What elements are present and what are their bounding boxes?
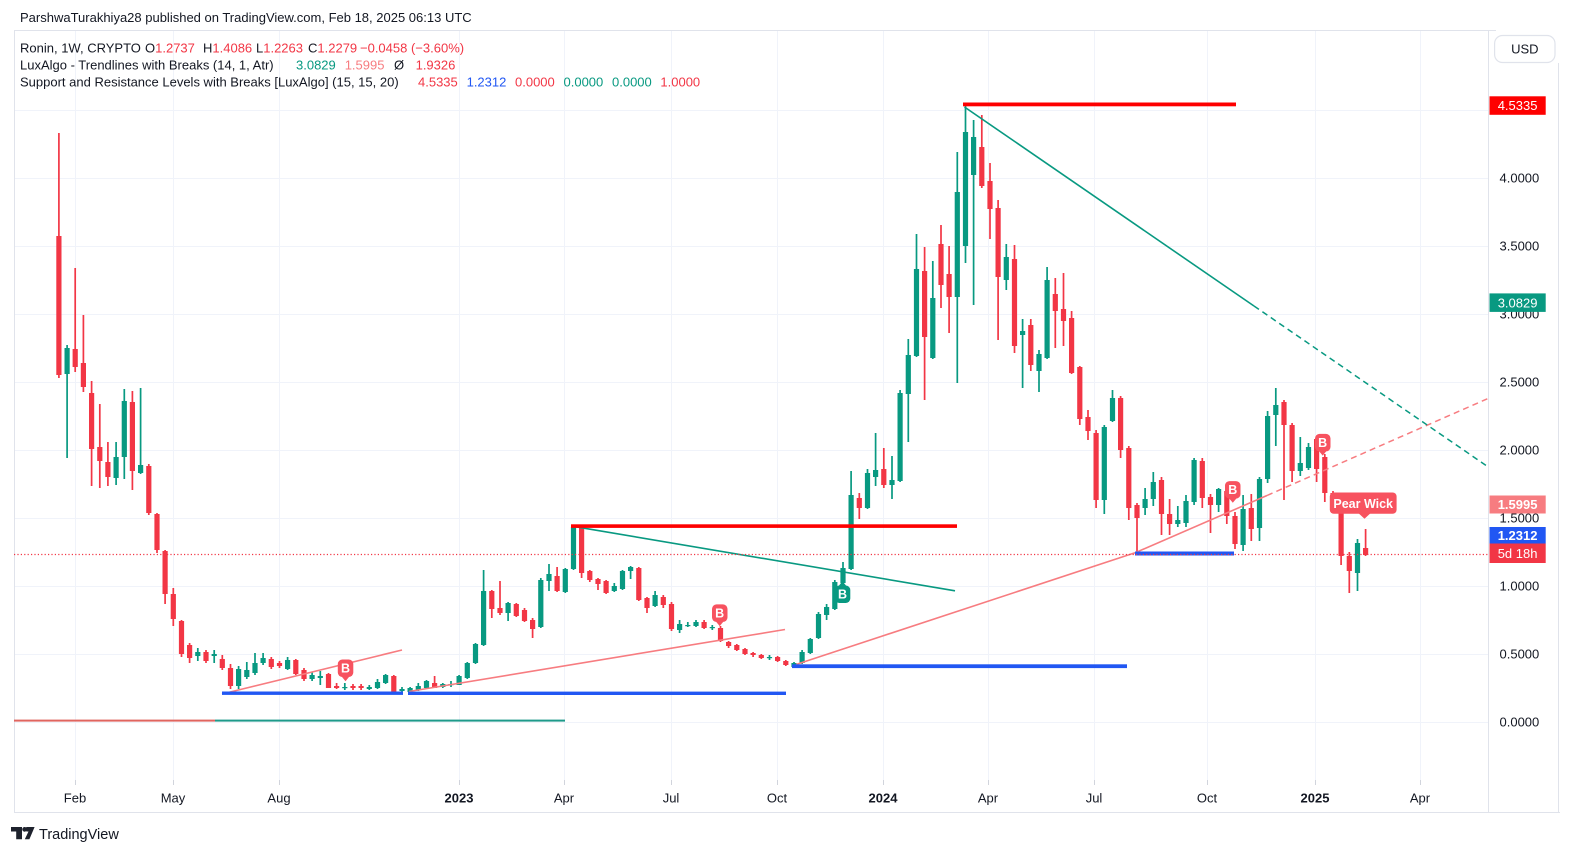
svg-text:Apr: Apr <box>554 791 575 806</box>
svg-text:1.2312: 1.2312 <box>1498 528 1538 543</box>
svg-text:B: B <box>715 606 724 620</box>
svg-text:TradingView: TradingView <box>39 827 119 843</box>
svg-text:B: B <box>838 588 847 602</box>
svg-text:Jul: Jul <box>1086 791 1103 806</box>
svg-text:1.5995: 1.5995 <box>345 57 385 72</box>
svg-text:1.0000: 1.0000 <box>1500 579 1540 594</box>
svg-text:USD: USD <box>1511 42 1538 57</box>
svg-text:5d 18h: 5d 18h <box>1498 546 1538 561</box>
svg-text:H1.4086: H1.4086 <box>203 40 252 55</box>
svg-text:Pear Wick: Pear Wick <box>1333 497 1393 511</box>
svg-text:Feb: Feb <box>64 791 86 806</box>
svg-text:B: B <box>1228 483 1237 497</box>
svg-text:1.5000: 1.5000 <box>1500 511 1540 526</box>
svg-text:B: B <box>1318 436 1327 450</box>
svg-text:4.5335: 4.5335 <box>418 75 458 90</box>
svg-text:1.9326: 1.9326 <box>416 57 456 72</box>
svg-text:1.0000: 1.0000 <box>660 75 700 90</box>
svg-text:Aug: Aug <box>267 791 290 806</box>
svg-text:0.0000: 0.0000 <box>564 75 604 90</box>
svg-text:May: May <box>161 791 186 806</box>
svg-text:0.0000: 0.0000 <box>612 75 652 90</box>
svg-text:C1.2279: C1.2279 <box>308 40 357 55</box>
svg-text:1.5995: 1.5995 <box>1498 497 1538 512</box>
svg-text:Apr: Apr <box>978 791 999 806</box>
svg-text:Oct: Oct <box>767 791 788 806</box>
svg-text:LuxAlgo - Trendlines with Brea: LuxAlgo - Trendlines with Breaks (14, 1,… <box>20 57 274 72</box>
svg-text:O1.2737: O1.2737 <box>145 40 195 55</box>
svg-text:Apr: Apr <box>1410 791 1431 806</box>
svg-text:2.0000: 2.0000 <box>1500 443 1540 458</box>
svg-text:4.5335: 4.5335 <box>1498 98 1538 113</box>
svg-text:Ø: Ø <box>394 57 404 72</box>
svg-text:Jul: Jul <box>663 791 680 806</box>
svg-text:L1.2263: L1.2263 <box>256 40 303 55</box>
svg-text:1.2312: 1.2312 <box>467 75 507 90</box>
svg-text:Support and Resistance Levels: Support and Resistance Levels with Break… <box>20 75 399 90</box>
svg-text:0.5000: 0.5000 <box>1500 647 1540 662</box>
svg-text:0.0000: 0.0000 <box>515 75 555 90</box>
svg-text:Oct: Oct <box>1197 791 1218 806</box>
svg-text:Ronin, 1W, CRYPTO: Ronin, 1W, CRYPTO <box>20 40 141 55</box>
svg-text:ParshwaTurakhiya28 published o: ParshwaTurakhiya28 published on TradingV… <box>20 10 472 25</box>
svg-text:2024: 2024 <box>869 791 899 806</box>
svg-text:3.0829: 3.0829 <box>1498 295 1538 310</box>
svg-text:2.5000: 2.5000 <box>1500 375 1540 390</box>
svg-text:2025: 2025 <box>1301 791 1330 806</box>
svg-text:2023: 2023 <box>445 791 474 806</box>
svg-text:0.0000: 0.0000 <box>1500 715 1540 730</box>
svg-text:−0.0458 (−3.60%): −0.0458 (−3.60%) <box>360 40 464 55</box>
svg-text:3.5000: 3.5000 <box>1500 239 1540 254</box>
svg-text:B: B <box>341 662 350 676</box>
svg-text:3.0829: 3.0829 <box>296 57 336 72</box>
svg-text:4.0000: 4.0000 <box>1500 171 1540 186</box>
